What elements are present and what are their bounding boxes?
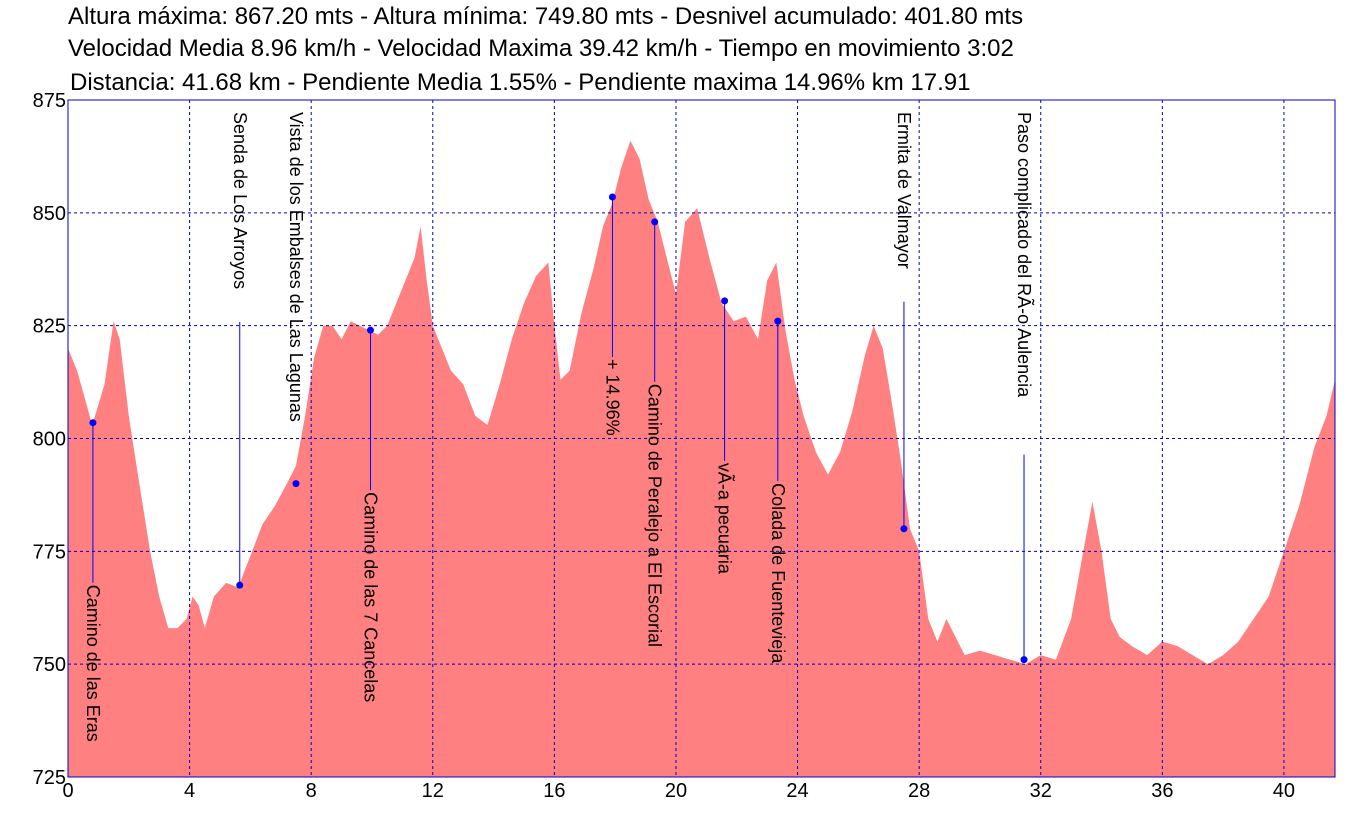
x-tick-label: 20 bbox=[665, 780, 687, 802]
x-tick-label: 0 bbox=[62, 780, 73, 802]
waypoint-label: vÃ-a pecuaria bbox=[715, 463, 736, 575]
x-tick-label: 28 bbox=[908, 780, 930, 802]
waypoint-label: Camino de Peralejo a El Escorial bbox=[645, 384, 665, 647]
elevation-area bbox=[68, 140, 1335, 778]
waypoint-marker bbox=[1020, 656, 1028, 664]
y-tick-label: 725 bbox=[33, 767, 66, 789]
waypoint-label: Senda de Los Arroyos bbox=[230, 112, 250, 289]
waypoint-marker bbox=[651, 218, 659, 226]
waypoint-label: Vista de los Embalses de Las Lagunas bbox=[286, 112, 306, 422]
y-tick-label: 875 bbox=[33, 90, 66, 112]
waypoint-label: Paso complicado del RÃ-o Aulencia bbox=[1014, 112, 1035, 398]
waypoint-marker bbox=[292, 480, 300, 488]
y-tick-label: 800 bbox=[33, 429, 66, 451]
y-tick-label: 825 bbox=[33, 316, 66, 338]
x-tick-label: 16 bbox=[543, 780, 565, 802]
y-tick-label: 775 bbox=[33, 541, 66, 563]
y-tick-label: 750 bbox=[33, 654, 66, 676]
plot-frame bbox=[67, 99, 1336, 778]
waypoint-marker bbox=[721, 297, 729, 305]
waypoint-label: + 14.96% bbox=[602, 359, 622, 436]
x-tick-label: 12 bbox=[422, 780, 444, 802]
waypoint-marker bbox=[774, 317, 782, 325]
waypoint-marker bbox=[366, 326, 374, 334]
waypoint-label: Colada de Fuentevieja bbox=[768, 483, 788, 664]
waypoint-label: Camino de las Eras bbox=[83, 585, 103, 742]
waypoint-marker bbox=[900, 525, 908, 533]
y-tick-label: 850 bbox=[33, 203, 66, 225]
x-tick-label: 40 bbox=[1273, 780, 1295, 802]
stats-line-speed: Velocidad Media 8.96 km/h - Velocidad Ma… bbox=[68, 35, 1014, 62]
waypoint-marker bbox=[89, 419, 97, 427]
x-tick-label: 8 bbox=[306, 780, 317, 802]
waypoint-marker bbox=[608, 193, 616, 201]
x-tick-label: 4 bbox=[184, 780, 195, 802]
waypoint-label: Camino de las 7 Cancelas bbox=[360, 492, 380, 702]
x-tick-label: 36 bbox=[1151, 780, 1173, 802]
stats-line-elevation: Altura máxima: 867.20 mts - Altura mínim… bbox=[68, 3, 1024, 30]
x-tick-label: 24 bbox=[786, 780, 808, 802]
waypoint-marker bbox=[236, 581, 244, 589]
stats-line-distance: Distancia: 41.68 km - Pendiente Media 1.… bbox=[70, 69, 971, 96]
x-tick-label: 32 bbox=[1030, 780, 1052, 802]
waypoint-label: Ermita de Valmayor bbox=[894, 112, 914, 269]
